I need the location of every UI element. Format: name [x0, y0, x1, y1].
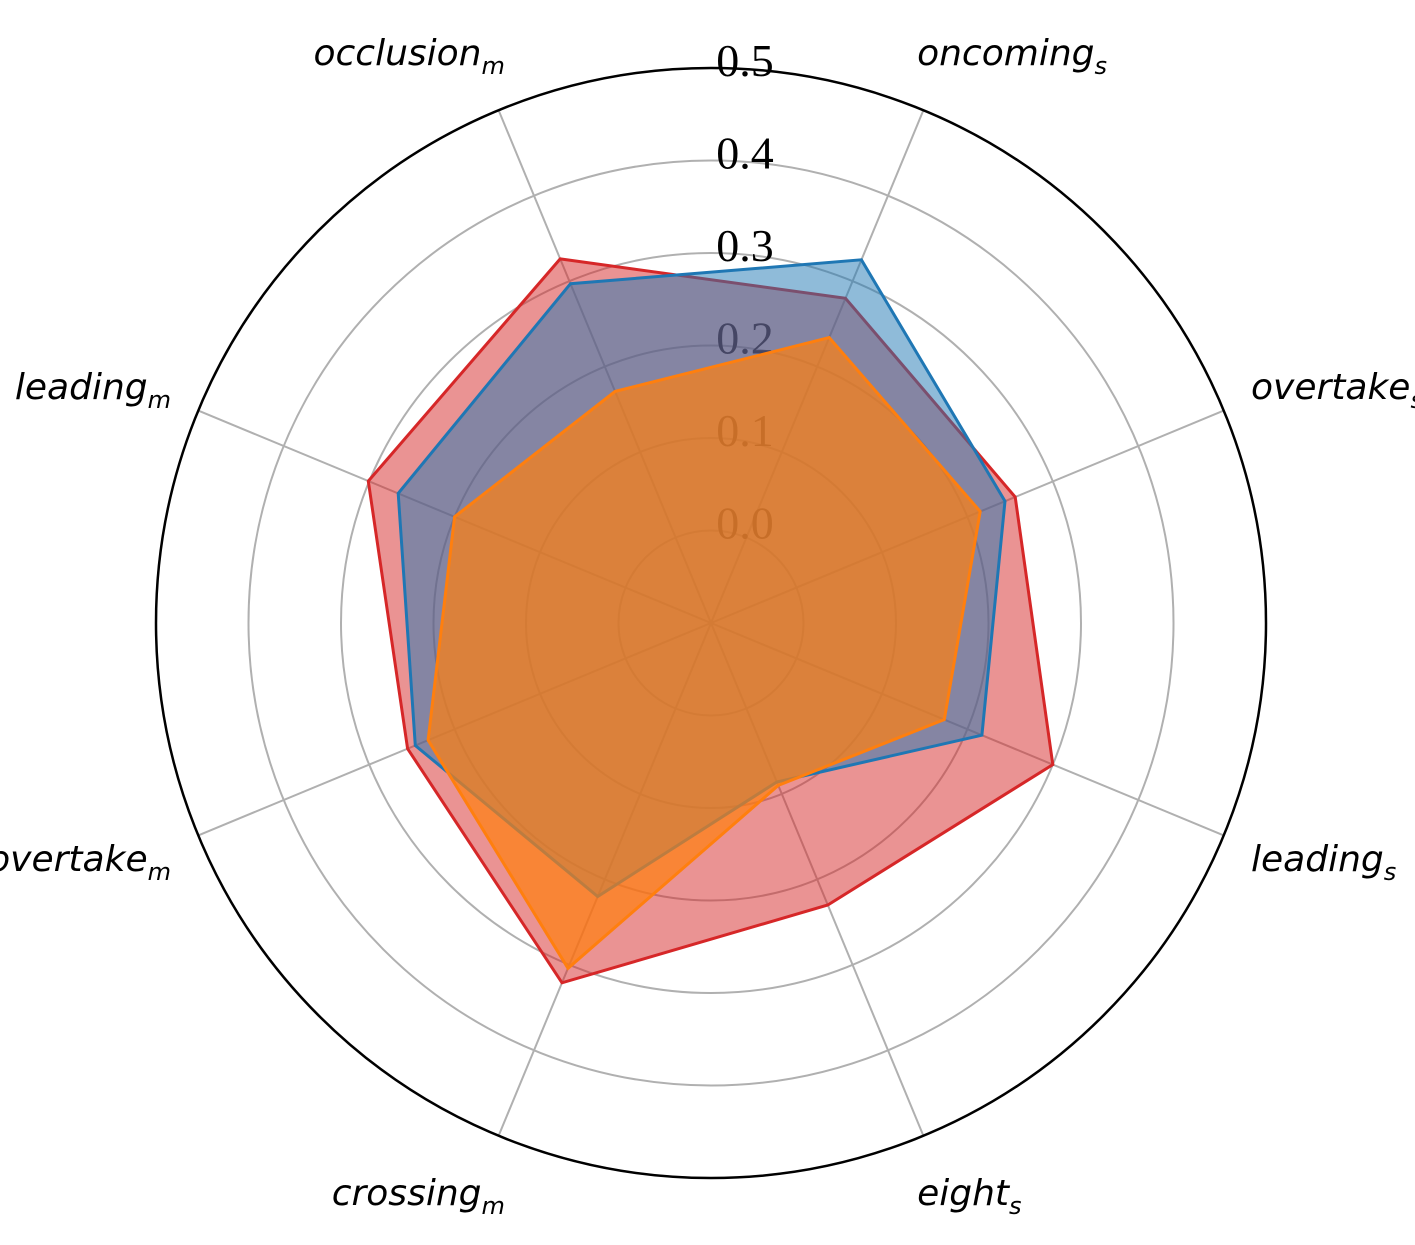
category-label: occlusionm: [313, 33, 504, 80]
series-3-line: [426, 335, 982, 971]
category-label: overtakem: [0, 839, 171, 886]
polar-frame: [154, 66, 1268, 1180]
category-label: leadings: [1251, 839, 1396, 886]
radial-tick-label: 0.4: [716, 128, 774, 179]
radial-tick-label: 0.5: [716, 35, 774, 86]
radial-tick-label: 0.3: [716, 220, 774, 271]
category-labels: oncomings overtakes leadings eights crossing…: [0, 33, 1415, 1220]
series-layer: [366, 257, 1055, 985]
category-label: leadingm: [15, 367, 171, 414]
grid-circle: [340, 252, 1082, 994]
grid-circle: [247, 159, 1175, 1087]
category-label: crossingm: [332, 1173, 505, 1220]
series-3-area: [428, 337, 981, 969]
category-label: overtakes: [1251, 367, 1415, 414]
series-1-line: [366, 257, 1055, 985]
category-label: oncomings: [917, 33, 1107, 80]
category-label: eights: [917, 1173, 1021, 1220]
